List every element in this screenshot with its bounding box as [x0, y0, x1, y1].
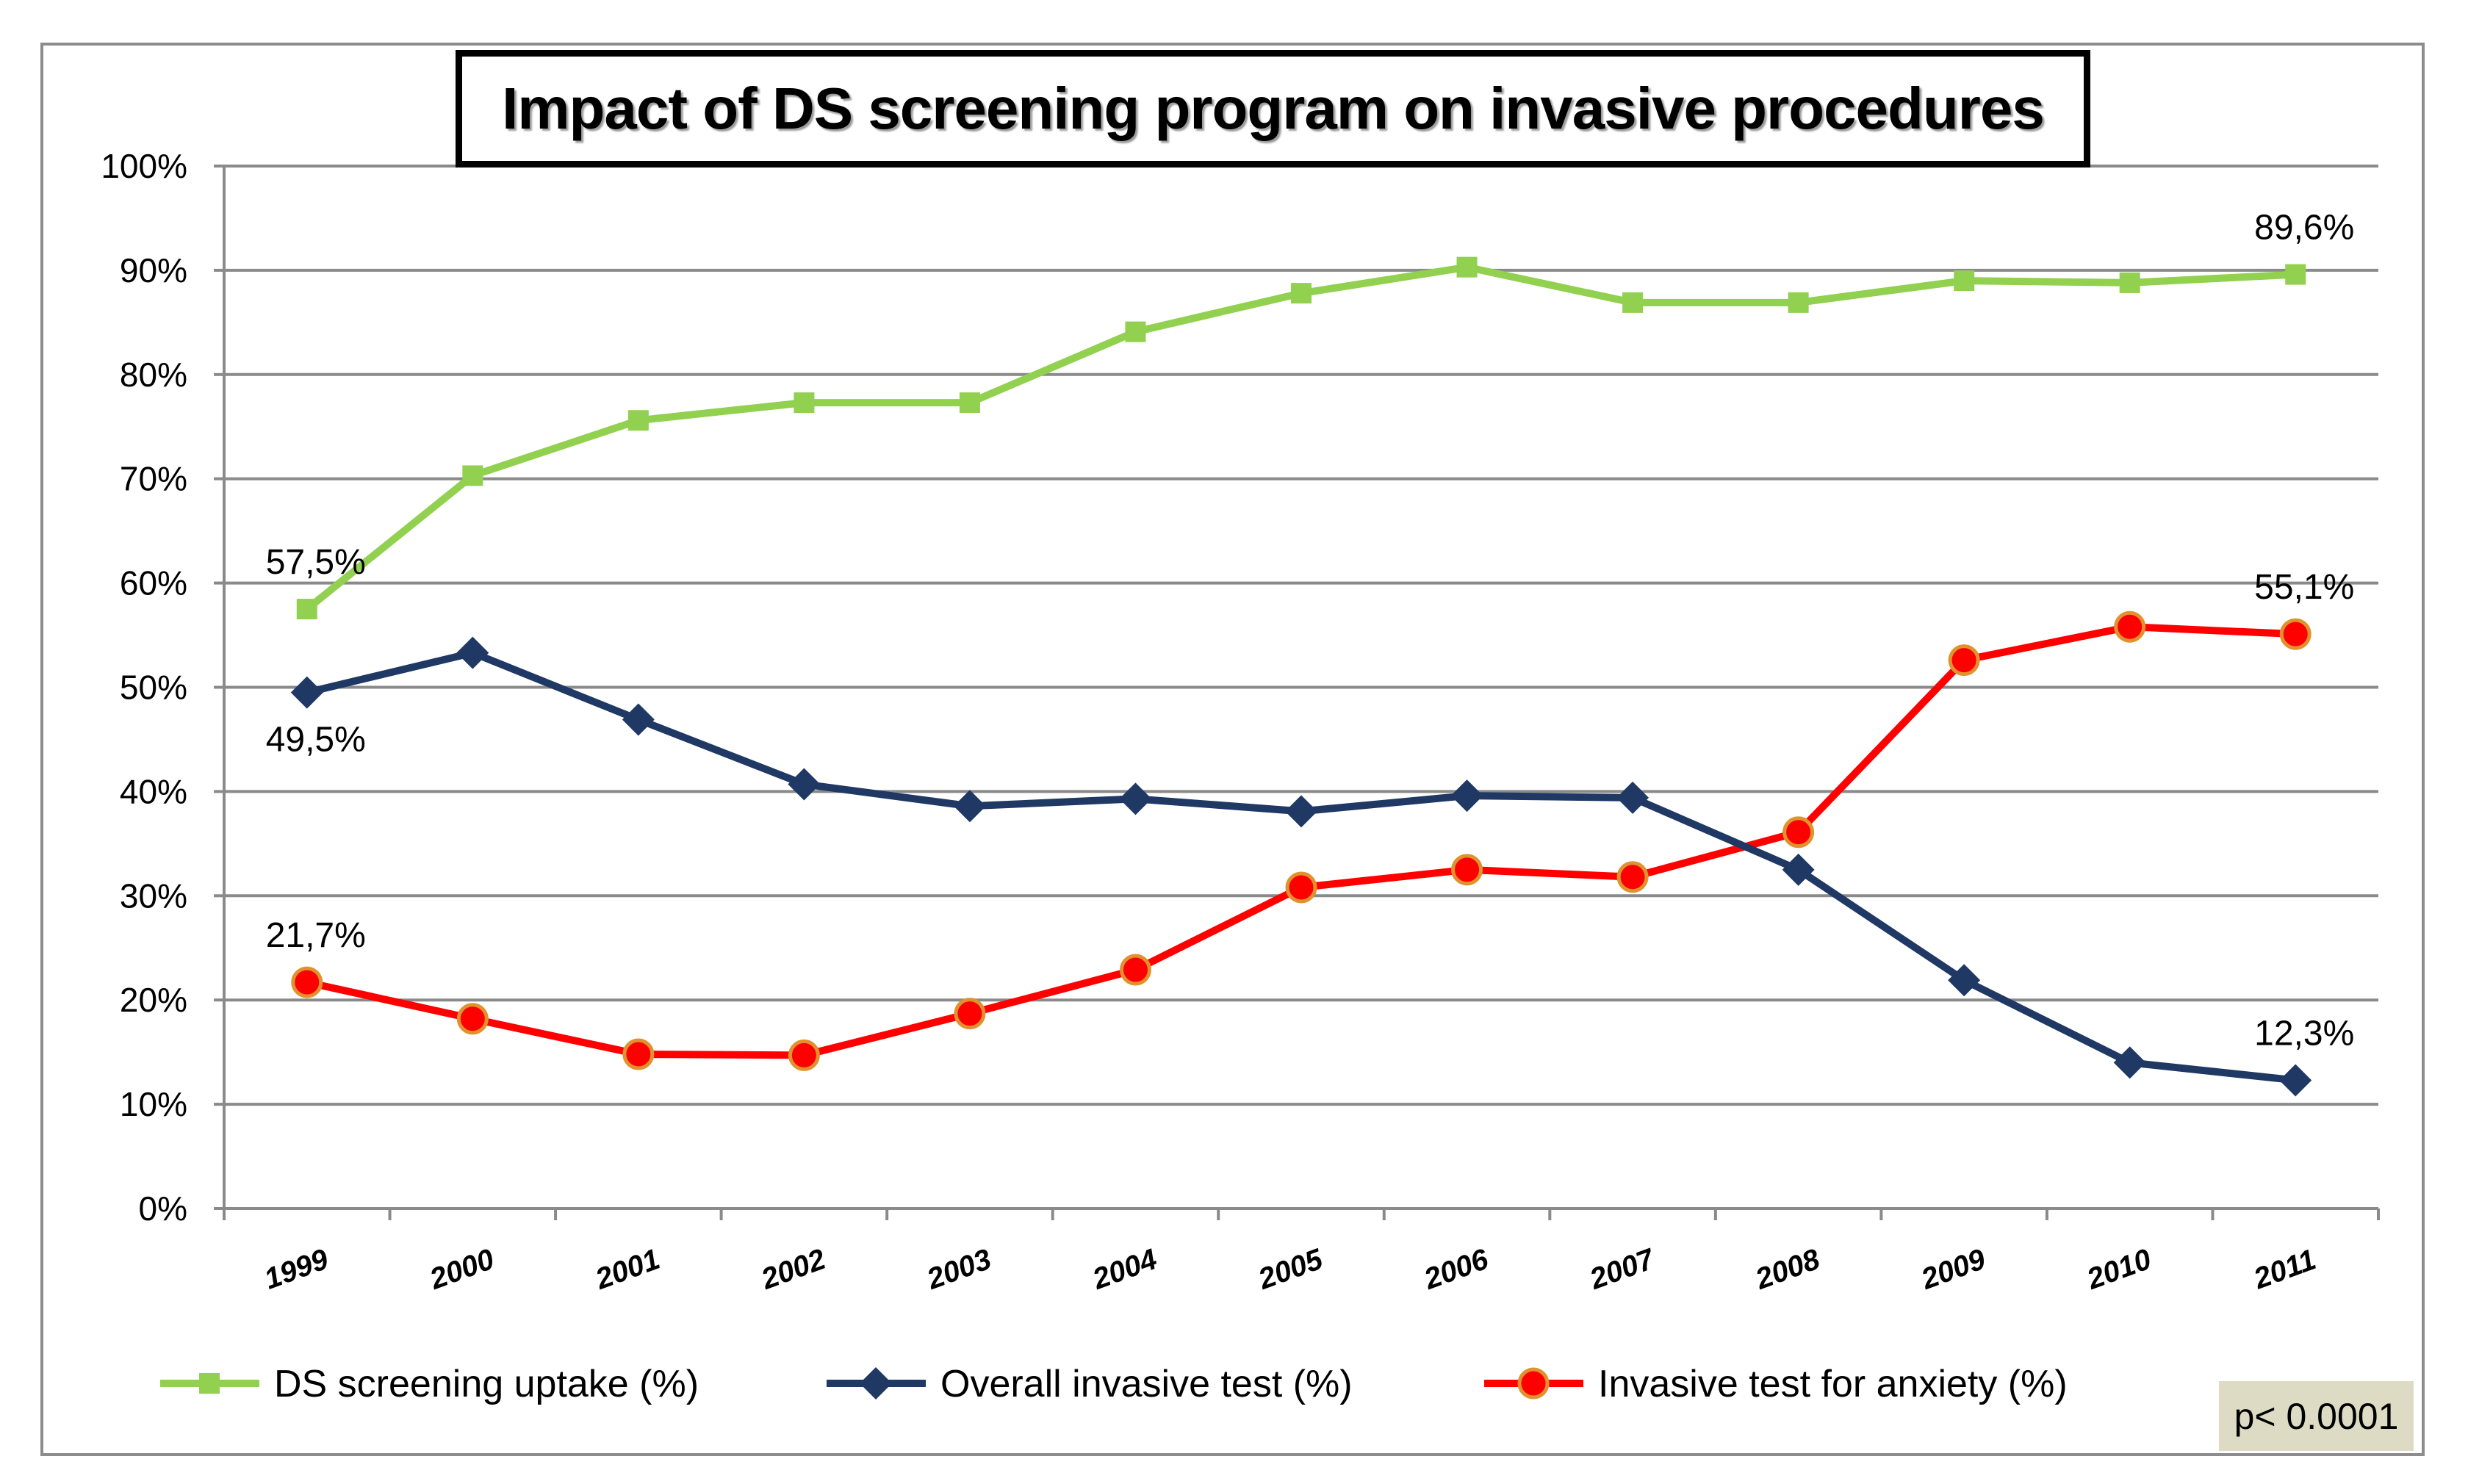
x-tick-label: 2005 — [1253, 1243, 1327, 1296]
data-point-diamond — [1948, 964, 1981, 997]
data-point-diamond — [1285, 795, 1317, 828]
legend-item: Overall invasive test (%) — [827, 1363, 1353, 1405]
data-label: 57,5% — [266, 543, 366, 582]
data-point-circle — [291, 966, 323, 998]
series-layer — [290, 256, 2312, 1097]
data-point-circle — [2279, 618, 2311, 650]
data-point-diamond — [2279, 1064, 2312, 1097]
y-tick-label: 100% — [101, 147, 187, 185]
data-point-diamond — [290, 676, 323, 709]
y-tick-label: 40% — [120, 772, 187, 810]
x-tick-label: 2011 — [2249, 1243, 2320, 1295]
series-ds-screening-uptake — [296, 256, 2306, 620]
y-tick-label: 60% — [120, 564, 187, 602]
legend-marker — [199, 1373, 220, 1394]
data-point-circle — [1451, 854, 1483, 886]
x-tick-label: 2008 — [1751, 1243, 1824, 1296]
chart-title-box: Impact of DS screening program on invasi… — [456, 50, 2090, 168]
data-point-circle — [1616, 861, 1649, 893]
data-point-square — [462, 465, 483, 486]
data-point-square — [1456, 256, 1478, 278]
x-tick-label: 1999 — [260, 1243, 333, 1296]
label-layer: 57,5% 89,6% 49,5% 12,3% 21,7% 55,1% — [266, 209, 2355, 1053]
legend-marker — [1517, 1367, 1550, 1400]
y-tick-label: 20% — [120, 981, 187, 1019]
data-point-circle — [788, 1039, 820, 1071]
data-point-circle — [1285, 871, 1317, 904]
legend: DS screening uptake (%) Overall invasive … — [160, 1363, 2068, 1405]
x-tick-label: 2003 — [922, 1243, 996, 1296]
legend-item: DS screening uptake (%) — [160, 1363, 699, 1405]
data-point-square — [1622, 292, 1644, 313]
y-tick-label: 70% — [120, 460, 187, 498]
data-point-square — [794, 392, 815, 414]
data-label: 89,6% — [2254, 209, 2354, 248]
legend-label: DS screening uptake (%) — [274, 1363, 699, 1405]
data-point-square — [627, 410, 649, 431]
data-point-square — [1954, 270, 1975, 292]
x-tick-label: 2001 — [591, 1243, 664, 1296]
x-tick-label: 2004 — [1088, 1243, 1162, 1296]
data-point-square — [2285, 264, 2306, 285]
series-line — [306, 623, 2296, 1059]
data-point-square — [1291, 283, 1312, 304]
data-point-diamond — [456, 636, 489, 669]
data-point-diamond — [953, 790, 986, 823]
chart-title: Impact of DS screening program on invasi… — [502, 76, 2045, 141]
p-value-note: p< 0.0001 — [2219, 1381, 2414, 1451]
data-label: 55,1% — [2254, 568, 2354, 607]
y-tick-label: 50% — [120, 669, 187, 707]
y-tick-label: 10% — [120, 1085, 187, 1123]
legend-item: Invasive test for anxiety (%) — [1484, 1363, 2068, 1405]
data-point-diamond — [1616, 781, 1649, 814]
data-point-circle — [622, 1038, 655, 1070]
data-point-circle — [1782, 816, 1815, 849]
y-tick-label: 90% — [120, 251, 187, 289]
data-point-circle — [1119, 954, 1151, 986]
data-point-square — [2119, 272, 2140, 293]
data-point-diamond — [1782, 853, 1815, 886]
data-label: 12,3% — [2254, 1014, 2354, 1053]
x-tick-label: 2002 — [757, 1243, 830, 1296]
data-point-square — [296, 599, 317, 620]
data-label: 21,7% — [266, 916, 366, 955]
data-point-diamond — [1450, 779, 1483, 813]
series-overall-invasive-test — [290, 636, 2312, 1097]
data-point-diamond — [622, 703, 655, 736]
legend-label: Invasive test for anxiety (%) — [1598, 1363, 2068, 1405]
axis-layer: 0% 10% 20% 30% 40% 50% 60% 70% 80% 90% 100% 1999 200… — [101, 147, 2380, 1296]
y-tick-label: 80% — [120, 356, 187, 394]
data-point-square — [1788, 292, 1809, 313]
data-point-circle — [954, 998, 986, 1030]
legend-marker — [860, 1367, 892, 1400]
data-point-circle — [2114, 610, 2146, 643]
series-invasive-test-for-anxiety — [291, 610, 2311, 1071]
series-line — [304, 263, 2296, 612]
x-tick-label: 2007 — [1585, 1242, 1659, 1296]
legend-label: Overall invasive test (%) — [940, 1363, 1353, 1405]
data-label: 49,5% — [266, 721, 366, 760]
data-point-diamond — [788, 768, 821, 801]
data-point-circle — [456, 1003, 489, 1035]
chart-frame — [40, 43, 2425, 1456]
data-point-diamond — [1119, 782, 1152, 815]
y-tick-label: 30% — [120, 876, 187, 915]
x-tick-label: 2009 — [1916, 1243, 1990, 1296]
x-tick-label: 2010 — [2082, 1243, 2156, 1296]
data-point-diamond — [2113, 1046, 2146, 1079]
data-point-square — [1125, 321, 1146, 342]
grid-layer — [224, 165, 2378, 1106]
x-tick-label: 2000 — [425, 1243, 499, 1296]
series-line — [306, 649, 2296, 1084]
x-tick-label: 2006 — [1420, 1243, 1493, 1296]
data-point-square — [959, 392, 980, 414]
data-point-circle — [1948, 644, 1980, 677]
y-tick-label: 0% — [139, 1189, 187, 1228]
